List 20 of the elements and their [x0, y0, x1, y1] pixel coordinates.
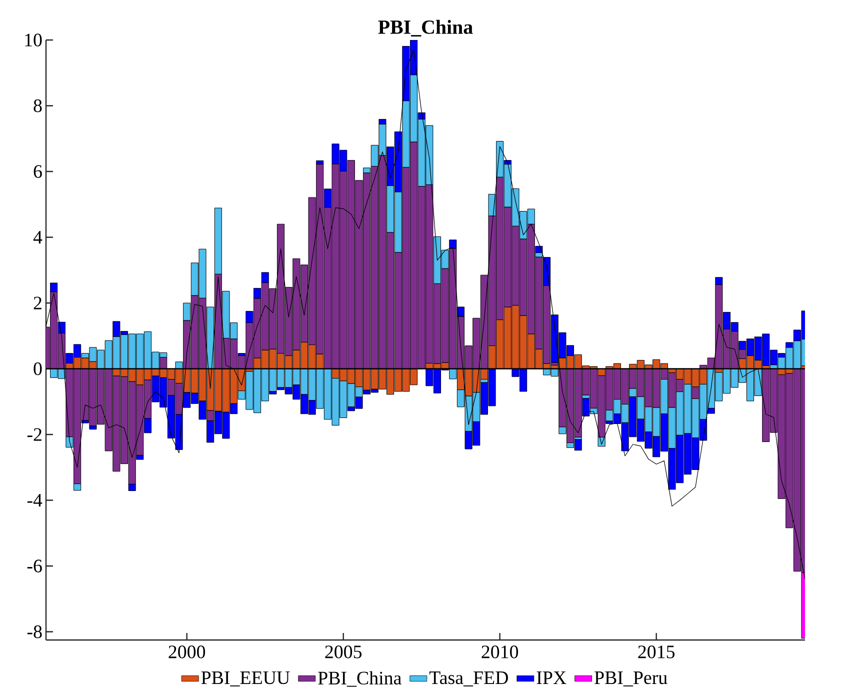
legend-label: PBI_China [318, 671, 402, 687]
y-tick-label: -8 [27, 625, 42, 638]
y-tick-label: 4 [33, 231, 42, 244]
chart-title: PBI_China [378, 20, 473, 36]
y-tick-label: 0 [34, 362, 42, 376]
y-tick-label: 8 [34, 99, 42, 112]
y-tick-label: 10 [25, 34, 42, 46]
x-tick-label: 2010 [482, 646, 518, 658]
legend-label: PBI_Peru [594, 672, 668, 686]
legend-label: Tasa_FED [429, 672, 508, 686]
legend-label: IPX [536, 672, 566, 684]
y-tick-label: -2 [27, 428, 42, 441]
y-tick-label: 6 [34, 165, 42, 178]
y-tick-label: -6 [27, 560, 42, 572]
x-tick-label: 2015 [638, 646, 675, 658]
x-tick-label: 2000 [168, 646, 206, 658]
y-tick-label: 2 [34, 296, 42, 310]
legend-label: PBI_EEUU [201, 672, 290, 686]
y-tick-label: -4 [27, 494, 42, 506]
x-tick-label: 2005 [325, 646, 362, 658]
